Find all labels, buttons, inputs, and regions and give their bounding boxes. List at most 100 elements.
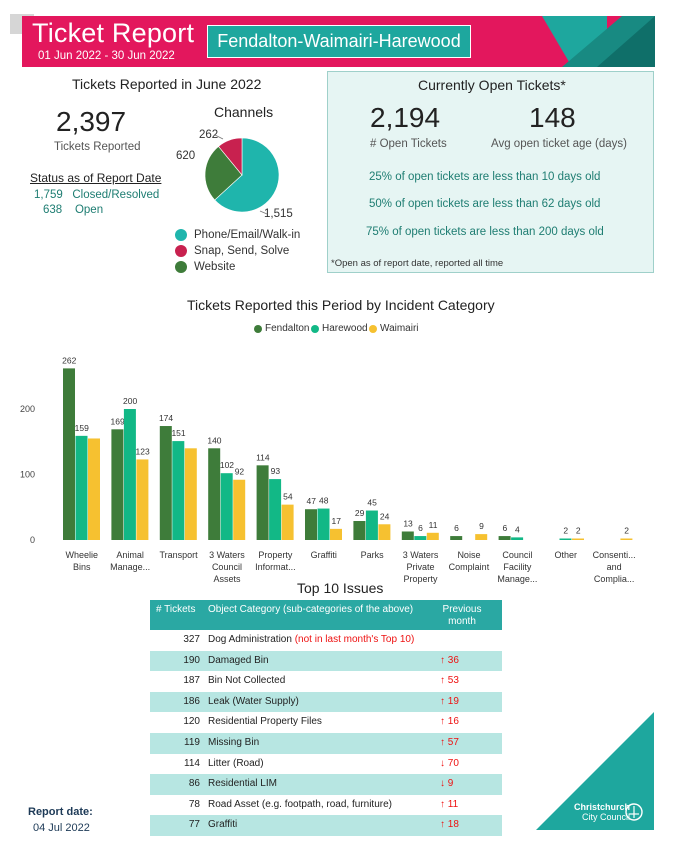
y-tick-label: 0: [30, 535, 35, 545]
bar-harewood: [75, 435, 88, 540]
top10-col-count: # Tickets: [156, 604, 196, 615]
bar-data-label: 159: [75, 423, 89, 433]
open-tickets-avg-age: 148: [529, 102, 576, 133]
row-ticket-count: 120: [183, 716, 200, 728]
bar-fendalton: [450, 536, 463, 540]
bar-fendalton: [159, 426, 172, 540]
legend-snap: Snap, Send, Solve: [175, 245, 289, 257]
bar-legend-waimairi: Waimairi: [369, 323, 419, 334]
council-logo-line1: Christchurch: [574, 802, 631, 812]
x-category-label: Manage...: [497, 574, 537, 584]
closed-label: Closed/Resolved: [72, 189, 160, 201]
bar-data-label: 47: [307, 496, 317, 506]
y-tick-label: 200: [20, 404, 35, 414]
report-date-range: 01 Jun 2022 - 30 Jun 2022: [38, 50, 175, 62]
bar-harewood: [172, 441, 185, 540]
bar-harewood: [511, 537, 524, 540]
bar-waimairi: [281, 504, 294, 540]
bar-data-label: 92: [235, 467, 245, 477]
x-category-label: Facility: [503, 562, 532, 572]
status-open-row: 638 Open: [43, 204, 103, 216]
row-category: Residential LIM: [208, 778, 277, 789]
row-previous-month: ↓ 70: [440, 758, 459, 769]
bar-legend-harewood: Harewood: [311, 323, 368, 334]
table-row: 114 Litter (Road) ↓ 70: [150, 754, 502, 775]
top10-col-previous: Previous month: [442, 604, 482, 627]
row-previous-rank: 19: [447, 695, 459, 707]
row-category-label: Leak (Water Supply): [208, 695, 299, 707]
pie-label-snap: 262: [199, 129, 219, 141]
bar-harewood: [220, 473, 233, 540]
bar-data-label: 262: [62, 355, 76, 365]
legend-snap-label: Snap, Send, Solve: [194, 245, 290, 257]
open-tickets-footnote: *Open as of report date, reported all ti…: [331, 258, 504, 269]
bar-waimairi: [426, 532, 439, 540]
row-category-label: Residential Property Files: [208, 716, 322, 728]
x-category-label: Noise: [457, 550, 480, 560]
x-category-label: Wheelie: [65, 550, 98, 560]
open-pct-line-25: 25% of open tickets are less than 10 day…: [369, 171, 601, 183]
bar-data-label: 2: [576, 526, 581, 536]
row-ticket-count: 78: [188, 798, 200, 810]
pie-slice-phone-email-walk-in: [214, 137, 280, 213]
arrow-down-icon: ↓: [440, 778, 448, 790]
pie-label-website: 620: [176, 150, 196, 162]
bar-harewood: [414, 536, 427, 540]
bar-waimairi: [330, 528, 342, 540]
bar-data-label: 54: [283, 492, 293, 502]
x-category-label: Complaint: [449, 562, 490, 572]
bar-legend-fendalton-label: Fendalton: [265, 323, 310, 334]
x-category-label: Council: [502, 550, 532, 560]
bar-legend-harewood-label: Harewood: [322, 323, 368, 334]
bar-harewood: [317, 508, 330, 540]
report-title: Ticket Report: [32, 18, 195, 48]
closed-count: 1,759: [34, 189, 63, 201]
bar-data-label: 123: [136, 446, 150, 456]
channels-pie-chart: [204, 137, 280, 213]
x-category-label: Property: [258, 550, 293, 560]
x-category-label: Consenti...: [593, 550, 636, 560]
bar-data-label: 102: [220, 460, 234, 470]
bar-data-label: 29: [355, 508, 365, 518]
legend-website-dot: [175, 261, 187, 273]
legend-phone: Phone/Email/Walk-in: [175, 229, 300, 241]
row-category-label: Dog Administration: [208, 634, 292, 645]
x-category-label: 3 Waters: [403, 550, 439, 560]
table-row: 77 Graffiti ↑ 18: [150, 815, 502, 836]
row-ticket-count: 119: [184, 736, 200, 748]
x-category-label: Assets: [213, 574, 241, 584]
bar-data-label: 24: [380, 511, 390, 521]
open-pct-line-75: 75% of open tickets are less than 200 da…: [366, 226, 604, 238]
row-category-label: Litter (Road): [208, 757, 264, 769]
x-category-label: Manage...: [110, 562, 150, 572]
x-category-label: Property: [404, 574, 439, 584]
bar-fendalton: [305, 509, 317, 540]
bar-data-label: 9: [479, 521, 484, 531]
row-category: Missing Bin: [208, 737, 259, 748]
bar-waimairi: [136, 459, 149, 540]
x-category-label: Informat...: [255, 562, 296, 572]
bar-harewood: [365, 510, 378, 540]
x-category-label: 3 Waters: [209, 550, 245, 560]
bar-waimairi: [88, 438, 100, 540]
x-category-label: Bins: [73, 562, 91, 572]
arrow-up-icon: ↑: [440, 736, 448, 748]
bar-fendalton: [256, 465, 269, 540]
open-tickets-count-label: # Open Tickets: [370, 138, 447, 150]
row-previous-month: ↑ 57: [440, 737, 459, 748]
x-category-label: Private: [407, 562, 435, 572]
row-ticket-count: 190: [183, 654, 200, 666]
open-tickets-title: Currently Open Tickets*: [418, 77, 566, 93]
council-logo-line2: City Council: [582, 812, 631, 822]
council-logo-text: Christchurch City Council: [574, 802, 630, 822]
x-category-label: Complia...: [594, 574, 635, 584]
row-previous-rank: 53: [447, 675, 459, 687]
x-category-label: Graffiti: [311, 550, 337, 560]
top10-header-row: # Tickets Object Category (sub-categorie…: [150, 600, 502, 630]
report-date-label: Report date:: [28, 806, 93, 818]
row-category-label: Residential LIM: [208, 778, 277, 790]
row-previous-rank: 18: [447, 819, 459, 831]
open-tickets-count: 2,194: [370, 102, 441, 133]
incident-category-bar-chart: 0100200262159WheelieBins169200123AnimalM…: [20, 355, 636, 584]
ward-name-badge: Fendalton-Waimairi-Harewood: [207, 25, 471, 58]
